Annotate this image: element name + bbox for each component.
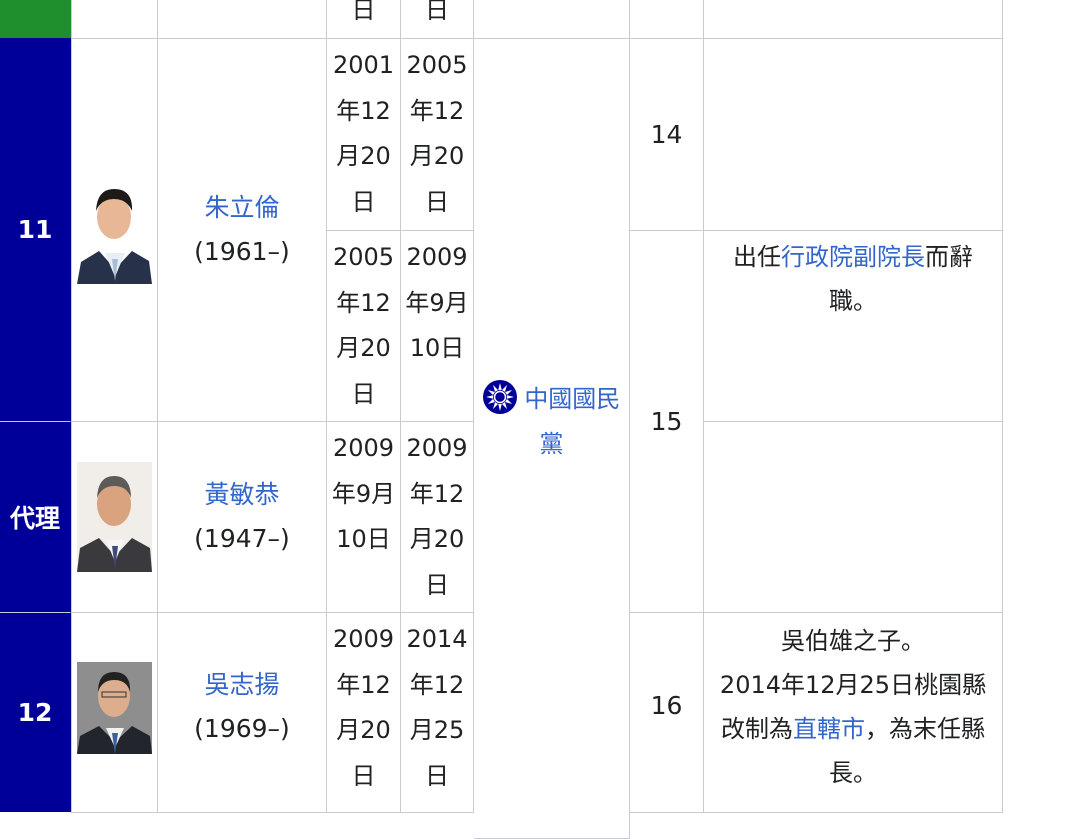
note-text: 2014年12月25日桃園縣改制為 [719,671,987,743]
end-cell-11a: 2005年12月20日 [401,39,474,231]
note-link[interactable]: 行政院副院長 [781,243,925,271]
end-cell-12: 2014年12月25日 [401,613,474,813]
prev-term-cell [630,0,704,39]
number: 代理 [9,504,60,533]
number-cell-acting: 代理 [0,421,71,613]
lifespan: (1969–) [194,714,290,743]
emblem-ray [501,384,507,393]
note-cell-14 [704,39,1003,231]
emblem-ray [497,383,502,391]
kmt-emblem-icon [482,380,517,414]
portrait-wu-zhiyang[interactable] [77,662,152,754]
number-cell-12: 12 [0,612,71,812]
start-date: 2009年9月10日 [331,434,396,553]
portrait-huang-mingong[interactable] [77,462,152,572]
emblem-ray [501,401,507,410]
name-link[interactable]: 朱立倫 [204,193,280,222]
lifespan: (1961–) [194,237,290,266]
prev-number-cell [0,0,71,38]
emblem-ray [504,398,512,404]
name-link[interactable]: 吳志揚 [204,670,280,699]
term-cell-14: 14 [630,39,704,231]
prev-name-cell [158,0,327,39]
name-link[interactable]: 黃敏恭 [204,480,280,509]
note-link[interactable]: 直轄市 [793,715,865,743]
end-date: 日 [425,0,449,24]
portrait-zhu-lilun[interactable] [77,176,152,284]
note-text: ，為末任縣長。 [829,715,985,787]
note-text: 而辭職。 [829,243,973,315]
party-cell: 中國國民黨 [474,39,630,839]
name-cell-acting: 黃敏恭 (1947–) [158,422,327,613]
term-number: 16 [650,691,683,720]
note-cell-16: 吳伯雄之子。 2014年12月25日桃園縣改制為直轄市，為末任縣長。 [704,613,1003,813]
emblem-ray [485,395,493,399]
start-date: 日 [351,0,376,24]
number: 12 [17,697,53,727]
start-date: 2001年12月20日 [332,51,395,216]
name-cell-11: 朱立倫 (1961–) [158,39,327,422]
start-date: 2005年12月20日 [332,243,395,408]
start-cell-acting: 2009年9月10日 [327,422,401,613]
note-text: 吳伯雄之子。 [781,627,925,655]
photo-cell-12 [71,613,158,813]
lifespan: (1947–) [194,524,290,553]
emblem-ray [504,390,512,396]
end-date: 2005年12月20日 [406,51,468,216]
prev-end-cell: 日 [401,0,474,39]
start-cell-12: 2009年12月20日 [327,613,401,813]
end-cell-acting: 2009年12月20日 [401,422,474,613]
emblem-ray [492,384,498,393]
end-cell-11b: 2009年9月10日 [401,231,474,422]
emblem-ray [506,395,514,399]
emblem-ray [487,398,495,404]
prev-note-cell [704,0,1003,39]
start-cell-11a: 2001年12月20日 [327,39,401,231]
note-cell-acting [704,422,1003,613]
prev-start-cell: 日 [327,0,401,39]
prev-party-cell [474,0,630,39]
note-cell-15: 出任行政院副院長而辭職。 [704,231,1003,422]
term-number: 15 [650,407,683,436]
prev-photo-cell [71,0,158,39]
term-cell-16: 16 [630,613,704,813]
term-number: 14 [650,120,683,149]
emblem-ray [487,390,495,396]
end-date: 2009年12月20日 [406,434,468,599]
number-cell-11: 11 [0,38,71,421]
start-cell-11b: 2005年12月20日 [327,231,401,422]
number: 11 [17,214,53,244]
photo-cell-11 [71,39,158,422]
emblem-ray [492,401,498,410]
photo-cell-acting [71,422,158,613]
start-date: 2009年12月20日 [332,625,395,790]
note-text: 出任 [733,243,781,271]
end-date: 2009年9月10日 [405,243,469,362]
party-link[interactable]: 中國國民黨 [524,385,621,458]
emblem-ray [497,403,502,411]
end-date: 2014年12月25日 [406,625,468,790]
name-cell-12: 吳志揚 (1969–) [158,613,327,813]
term-cell-15: 15 [630,231,704,613]
